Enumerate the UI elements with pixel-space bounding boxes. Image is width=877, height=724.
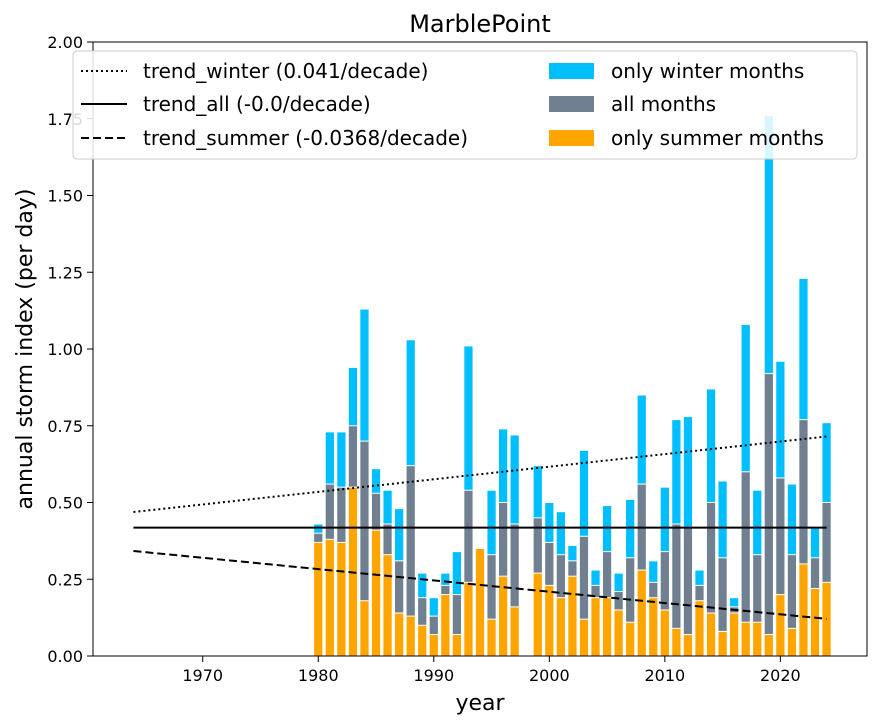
bar-summer-1994: [474, 548, 486, 657]
bar-summer-2011: [671, 627, 682, 657]
bar-summer-2009: [648, 597, 659, 657]
bar-summer-2004: [590, 597, 601, 657]
legend-label-trend-summer: trend_summer (-0.0368/decade): [143, 126, 468, 150]
bar-summer-1985: [370, 529, 382, 657]
bar-summer-2002: [567, 575, 578, 657]
legend-swatch-winter: [549, 63, 594, 79]
bar-summer-2024: [821, 581, 832, 657]
y-axis-label: annual storm index (per day): [13, 189, 38, 510]
y-tick-label: 0.00: [47, 647, 83, 666]
x-tick-label: 1970: [182, 666, 223, 685]
bar-summer-1981: [324, 538, 335, 657]
bar-summer-2000: [544, 584, 555, 657]
bar-summer-1987: [394, 612, 405, 657]
x-tick-label: 2020: [760, 666, 801, 685]
trend-lines-layer: [133, 435, 827, 620]
bar-summer-1988: [405, 615, 416, 657]
bar-summer-2022: [798, 563, 809, 657]
legend-label-trend-all: trend_all (-0.0/decade): [143, 92, 371, 116]
bar-summer-1997: [509, 606, 520, 657]
y-tick-label: 2.00: [47, 33, 83, 52]
y-tick-label: 1.00: [47, 340, 83, 359]
bar-summer-1991: [440, 594, 451, 657]
bar-summer-2014: [705, 612, 717, 657]
legend-label-trend-winter: trend_winter (0.041/decade): [143, 59, 428, 83]
chart-title: MarblePoint: [409, 10, 551, 38]
bar-summer-1993: [463, 581, 474, 657]
bar-summer-1980: [313, 541, 324, 657]
legend: trend_winter (0.041/decade) trend_all (-0…: [72, 50, 858, 160]
bar-summer-2020: [775, 594, 786, 657]
bar-summer-2021: [786, 627, 798, 657]
y-tick-label: 1.25: [47, 263, 83, 282]
bar-summer-2015: [717, 630, 728, 657]
legend-swatch-all: [549, 96, 594, 112]
bar-summer-2010: [659, 609, 670, 657]
bar-summer-2016: [729, 612, 740, 657]
y-tick-label: 1.50: [47, 187, 83, 206]
x-tick-label: 2000: [529, 666, 570, 685]
bar-summer-2013: [694, 600, 705, 657]
bar-summer-2023: [809, 587, 821, 657]
bar-summer-1986: [382, 554, 393, 657]
legend-label-winter: only winter months: [611, 59, 804, 83]
bar-summer-2005: [601, 597, 613, 657]
bar-summer-1999: [532, 572, 543, 657]
bar-summer-1992: [451, 634, 463, 657]
bar-summer-2001: [555, 597, 566, 657]
bar-summer-1995: [486, 618, 497, 657]
y-tick-label: 0.50: [47, 494, 83, 513]
bar-summer-2008: [636, 569, 647, 657]
x-axis-label: year: [455, 691, 505, 716]
bar-summer-2003: [578, 618, 590, 657]
trend-line-winter: [133, 435, 827, 514]
bar-summer-2012: [682, 634, 694, 657]
x-tick-label: 2010: [644, 666, 685, 685]
bar-summer-2007: [625, 621, 636, 657]
legend-box: [72, 50, 858, 160]
bar-summer-1984: [359, 600, 370, 657]
legend-label-all: all months: [611, 92, 716, 116]
y-tick-label: 0.25: [47, 570, 83, 589]
x-tick-label: 1980: [298, 666, 339, 685]
bars-layer: [313, 115, 832, 657]
x-tick-label: 1990: [413, 666, 454, 685]
trend-line-summer: [133, 550, 827, 620]
legend-swatch-summer: [549, 130, 594, 146]
bar-summer-2018: [752, 621, 763, 657]
bar-summer-2019: [763, 634, 774, 657]
bar-summer-1989: [417, 624, 428, 657]
x-axis-ticks: 1970 1980 1990 2000 2010 2020: [182, 656, 801, 685]
bar-summer-1982: [336, 541, 347, 657]
bar-summer-2006: [613, 609, 624, 657]
bar-summer-1990: [428, 634, 439, 657]
legend-label-summer: only summer months: [611, 126, 824, 150]
bar-summer-2017: [740, 621, 751, 657]
y-tick-label: 0.75: [47, 417, 83, 436]
